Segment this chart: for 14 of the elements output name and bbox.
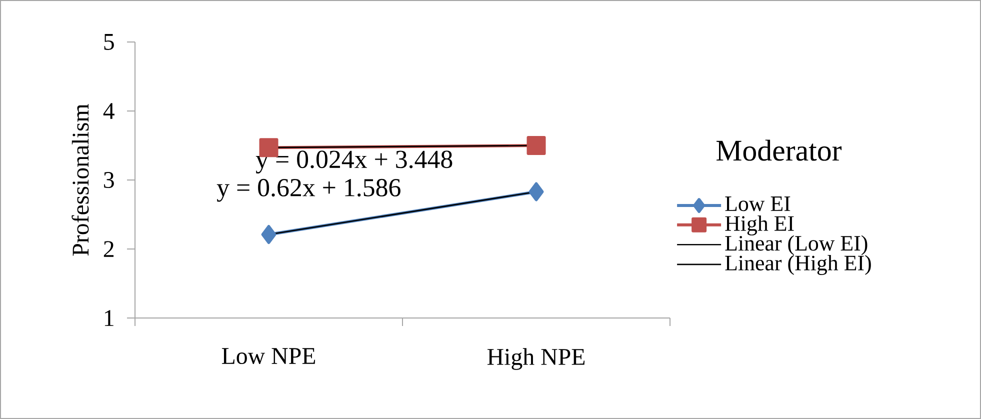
x-tick-label: Low NPE [222, 348, 316, 364]
y-tick-label: 1 [104, 310, 114, 326]
y-tick-label: 2 [104, 241, 114, 257]
y-tick-label: 3 [104, 172, 114, 188]
legend-label: High EI [725, 215, 794, 236]
y-tick-label: 4 [103, 103, 114, 119]
legend-title: Moderator [716, 140, 842, 161]
annotation: y = 0.62x + 1.586 [216, 178, 400, 202]
legend-label: Linear (Low EI) [725, 235, 868, 256]
x-tick-label: High NPE [487, 348, 585, 370]
legend-label: Linear (High EI) [725, 255, 871, 275]
legend-label: Low EI [725, 196, 790, 212]
y-axis-title: Professionalism [72, 104, 89, 256]
y-tick-label: 5 [104, 34, 114, 50]
